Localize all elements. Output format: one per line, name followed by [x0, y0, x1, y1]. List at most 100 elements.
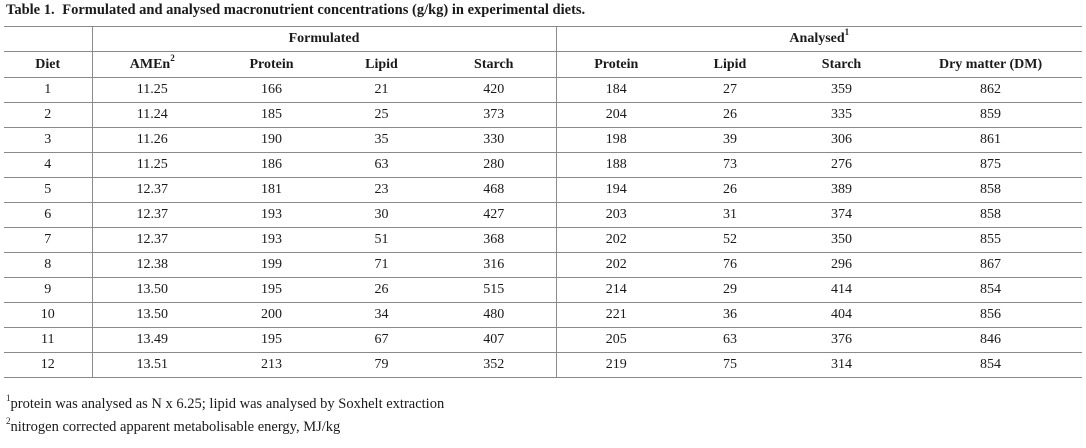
cell-formulated-lipid: 51 — [331, 227, 432, 253]
cell-formulated-starch: 480 — [432, 302, 557, 328]
table-body: 1 11.25 166 21 420 184 27 359 862 2 11.24 185 25 373 2… — [4, 77, 1083, 378]
cell-analysed-lipid: 73 — [676, 152, 785, 178]
cell-formulated-protein: 193 — [212, 227, 331, 253]
cell-analysed-protein: 214 — [555, 277, 677, 303]
col-header-dry-matter: Dry matter (DM) — [899, 51, 1083, 78]
cell-analysed-lipid: 76 — [676, 252, 785, 278]
cell-formulated-starch: 420 — [432, 77, 557, 103]
cell-formulated-protein: 190 — [212, 127, 331, 153]
header-analysed: Analysed1 — [555, 26, 1083, 52]
cell-analysed-protein: 204 — [555, 102, 677, 128]
cell-amen: 12.37 — [91, 227, 212, 253]
table-row: 9 13.50 195 26 515 214 29 414 854 — [4, 277, 1083, 303]
table-caption-label: Table 1. — [6, 2, 55, 18]
cell-formulated-lipid: 35 — [331, 127, 432, 153]
cell-analysed-protein: 203 — [555, 202, 677, 228]
cell-analysed-lipid: 27 — [676, 77, 785, 103]
cell-analysed-starch: 276 — [784, 152, 900, 178]
cell-diet: 10 — [4, 302, 92, 328]
cell-formulated-protein: 193 — [212, 202, 331, 228]
cell-analysed-protein: 184 — [555, 77, 677, 103]
cell-formulated-starch: 330 — [432, 127, 557, 153]
col-header-amen: AMEn2 — [91, 51, 212, 78]
cell-amen: 13.50 — [91, 277, 212, 303]
cell-formulated-lipid: 79 — [331, 352, 432, 378]
cell-analysed-starch: 389 — [784, 177, 900, 203]
cell-diet: 1 — [4, 77, 92, 103]
cell-dry-matter: 846 — [899, 327, 1083, 353]
cell-formulated-starch: 280 — [432, 152, 557, 178]
cell-analysed-protein: 202 — [555, 227, 677, 253]
cell-analysed-lipid: 26 — [676, 177, 785, 203]
col-header-analysed-starch: Starch — [784, 51, 900, 78]
cell-analysed-starch: 335 — [784, 102, 900, 128]
cell-dry-matter: 858 — [899, 202, 1083, 228]
cell-analysed-protein: 198 — [555, 127, 677, 153]
col-header-analysed-lipid: Lipid — [676, 51, 785, 78]
cell-amen: 11.25 — [91, 77, 212, 103]
cell-formulated-protein: 185 — [212, 102, 331, 128]
cell-formulated-starch: 352 — [432, 352, 557, 378]
footnotes: 1protein was analysed as N x 6.25; lipid… — [6, 393, 444, 439]
cell-amen: 12.38 — [91, 252, 212, 278]
header-column-row: Diet AMEn2 Protein Lipid Starch Protein … — [4, 51, 1083, 78]
cell-diet: 2 — [4, 102, 92, 128]
cell-analysed-protein: 202 — [555, 252, 677, 278]
cell-formulated-protein: 199 — [212, 252, 331, 278]
cell-formulated-lipid: 34 — [331, 302, 432, 328]
table-row: 8 12.38 199 71 316 202 76 296 867 — [4, 252, 1083, 278]
cell-formulated-starch: 316 — [432, 252, 557, 278]
cell-amen: 12.37 — [91, 177, 212, 203]
cell-amen: 11.26 — [91, 127, 212, 153]
cell-analysed-starch: 414 — [784, 277, 900, 303]
cell-analysed-lipid: 31 — [676, 202, 785, 228]
table-row: 1 11.25 166 21 420 184 27 359 862 — [4, 77, 1083, 103]
cell-formulated-starch: 427 — [432, 202, 557, 228]
cell-amen: 12.37 — [91, 202, 212, 228]
cell-diet: 3 — [4, 127, 92, 153]
table-row: 12 13.51 213 79 352 219 75 314 854 — [4, 352, 1083, 378]
cell-dry-matter: 854 — [899, 277, 1083, 303]
table-row: 5 12.37 181 23 468 194 26 389 858 — [4, 177, 1083, 203]
col-header-amen-sup: 2 — [170, 52, 175, 63]
cell-analysed-starch: 350 — [784, 227, 900, 253]
cell-amen: 13.49 — [91, 327, 212, 353]
cell-dry-matter: 859 — [899, 102, 1083, 128]
cell-analysed-lipid: 52 — [676, 227, 785, 253]
cell-dry-matter: 861 — [899, 127, 1083, 153]
cell-diet: 8 — [4, 252, 92, 278]
cell-dry-matter: 867 — [899, 252, 1083, 278]
footnote-1: 1protein was analysed as N x 6.25; lipid… — [6, 393, 445, 412]
cell-formulated-protein: 200 — [212, 302, 331, 328]
cell-analysed-starch: 404 — [784, 302, 900, 328]
cell-formulated-lipid: 67 — [331, 327, 432, 353]
cell-analysed-lipid: 36 — [676, 302, 785, 328]
cell-analysed-starch: 374 — [784, 202, 900, 228]
cell-formulated-starch: 515 — [432, 277, 557, 303]
table-row: 3 11.26 190 35 330 198 39 306 861 — [4, 127, 1083, 153]
cell-diet: 11 — [4, 327, 92, 353]
table-row: 11 13.49 195 67 407 205 63 376 846 — [4, 327, 1083, 353]
table-row: 2 11.24 185 25 373 204 26 335 859 — [4, 102, 1083, 128]
cell-formulated-lipid: 71 — [331, 252, 432, 278]
cell-formulated-starch: 407 — [432, 327, 557, 353]
cell-formulated-lipid: 26 — [331, 277, 432, 303]
cell-formulated-starch: 368 — [432, 227, 557, 253]
cell-diet: 9 — [4, 277, 92, 303]
table-caption-text: Formulated and analysed macronutrient co… — [62, 2, 586, 18]
cell-analysed-starch: 306 — [784, 127, 900, 153]
cell-formulated-lipid: 63 — [331, 152, 432, 178]
cell-amen: 11.24 — [91, 102, 212, 128]
cell-analysed-protein: 188 — [555, 152, 677, 178]
cell-analysed-protein: 219 — [555, 352, 677, 378]
cell-analysed-protein: 194 — [555, 177, 677, 203]
header-analysed-sup: 1 — [844, 27, 850, 38]
cell-formulated-starch: 373 — [432, 102, 557, 128]
cell-analysed-starch: 296 — [784, 252, 900, 278]
col-header-formulated-protein: Protein — [212, 51, 331, 78]
cell-formulated-lipid: 21 — [331, 77, 432, 103]
cell-dry-matter: 856 — [899, 302, 1083, 328]
cell-formulated-protein: 195 — [212, 327, 331, 353]
table-caption: Table 1. Formulated and analysed macronu… — [6, 2, 585, 19]
cell-analysed-starch: 359 — [784, 77, 900, 103]
